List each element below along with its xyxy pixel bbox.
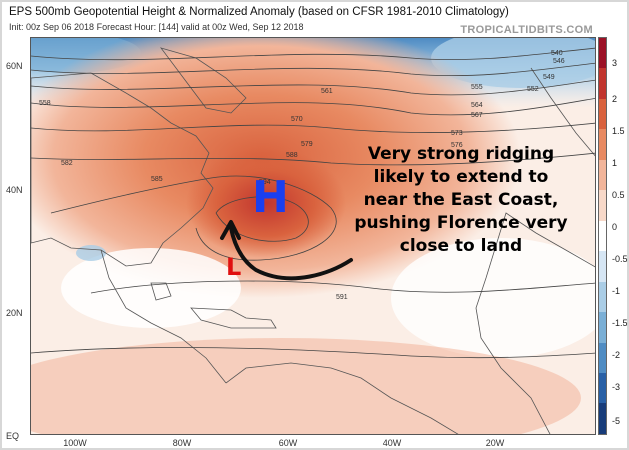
colorbar-swatch [599, 98, 606, 130]
colorbar-swatch [599, 403, 606, 434]
anomaly-colorbar [598, 37, 607, 435]
colorbar-swatch [599, 190, 606, 221]
height-label: 585 [151, 176, 163, 183]
colorbar-tick: 2 [612, 94, 618, 104]
caribbean-islands [190, 307, 277, 329]
lon-label-40w: 40W [382, 438, 402, 448]
annotation-line: Very strong ridging [367, 144, 555, 164]
high-pressure-marker: H [252, 172, 289, 223]
colorbar-swatch [599, 251, 606, 282]
lat-label-eq: EQ [6, 431, 20, 441]
lat-label-60n: 60N [6, 61, 23, 71]
colorbar-swatch [599, 281, 606, 313]
lon-label-100w: 100W [63, 438, 87, 448]
annotation-line: likely to extend to [373, 167, 549, 187]
atlantic-neutral-zone [391, 238, 595, 358]
colorbar-tick: 3 [612, 58, 618, 68]
colorbar-swatch [599, 129, 606, 160]
colorbar-swatch [599, 159, 606, 191]
colorbar-swatch [599, 372, 606, 404]
height-label: 594 [259, 179, 271, 186]
map-subtitle: Init: 00z Sep 06 2018 Forecast Hour: [14… [9, 22, 304, 32]
height-label: 564 [471, 102, 483, 109]
colorbar-tick: -3 [612, 382, 621, 392]
colorbar-swatch [599, 38, 606, 69]
colorbar-tick: -0.5 [612, 254, 628, 264]
height-label: 552 [527, 86, 539, 93]
annotation-line: near the East Coast, [363, 190, 559, 210]
colorbar-tick: 1.5 [612, 126, 625, 136]
south-america-coast [225, 362, 459, 434]
map-graphics [31, 38, 595, 434]
height-contours [31, 47, 595, 359]
labrador-coast [159, 47, 247, 114]
colorbar-swatch [599, 68, 606, 99]
florence-track-arrow [229, 226, 353, 281]
lon-label-20w: 20W [485, 438, 505, 448]
height-label: 588 [286, 152, 298, 159]
height-label: 582 [61, 160, 73, 167]
height-label: 546 [553, 58, 565, 65]
colorbar-tick: -1 [612, 286, 621, 296]
height-label: 573 [451, 130, 463, 137]
annotation-line: pushing Florence very [354, 213, 568, 233]
florence-track-arrowhead [220, 220, 241, 240]
europe-coast [530, 67, 595, 157]
africa-coast [475, 212, 595, 434]
height-label: 549 [543, 74, 555, 81]
annotation-line: close to land [399, 236, 523, 256]
low-pressure-marker: L [226, 253, 242, 281]
colorbar-swatch [599, 220, 606, 252]
tropical-positive-anomaly [31, 338, 581, 434]
height-label: 540 [551, 50, 563, 57]
annotation-text: Very strong ridging likely to extend to … [318, 143, 604, 258]
central-america-coast [100, 249, 227, 384]
site-watermark: TROPICALTIDBITS.COM [460, 24, 593, 36]
map-title: EPS 500mb Geopotential Height & Normaliz… [9, 6, 509, 18]
north-america-coast [31, 72, 214, 267]
lon-label-80w: 80W [172, 438, 192, 448]
anomaly-map: 540 546 549 552 555 558 561 564 567 570 … [30, 37, 596, 435]
colorbar-tick: 0.5 [612, 190, 625, 200]
lat-label-20n: 20N [6, 308, 23, 318]
colorbar-tick: -2 [612, 350, 621, 360]
height-label: 591 [336, 294, 348, 301]
florida-coast [150, 282, 172, 301]
height-label: 576 [451, 142, 463, 149]
colorbar-swatch [599, 312, 606, 343]
colorbar-tick: -5 [612, 416, 621, 426]
colorbar-swatch [599, 342, 606, 373]
colorbar-tick: -1.5 [612, 318, 628, 328]
height-label: 570 [291, 116, 303, 123]
height-label: 558 [39, 100, 51, 107]
colorbar-tick: 1 [612, 158, 618, 168]
height-label: 579 [301, 141, 313, 148]
lon-label-60w: 60W [278, 438, 298, 448]
colorbar-tick: 0 [612, 222, 618, 232]
height-label: 555 [471, 84, 483, 91]
lat-label-40n: 40N [6, 185, 23, 195]
height-label: 561 [321, 88, 333, 95]
height-label: 567 [471, 112, 483, 119]
